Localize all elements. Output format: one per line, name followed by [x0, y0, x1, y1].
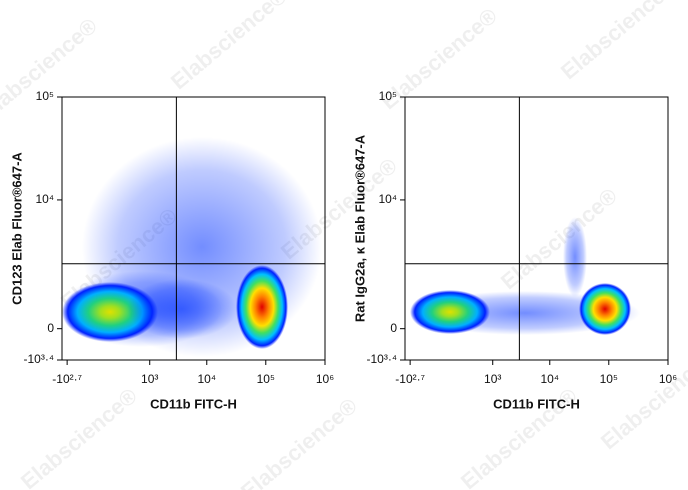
- plot-frame: [61, 96, 326, 361]
- y-tick-label: 10⁵: [379, 89, 397, 103]
- x-tick-label: 10³: [141, 372, 158, 386]
- x-tick-label: 10⁵: [600, 372, 618, 386]
- watermark: Elabscience®: [0, 13, 102, 124]
- x-axis-title: CD11b FITC-H: [493, 396, 580, 411]
- y-tick-label: -10³·⁴: [367, 352, 398, 366]
- density-cloud: [410, 217, 640, 335]
- watermark: Elabscience®: [556, 0, 682, 84]
- y-tick-label: 10⁵: [36, 89, 54, 103]
- watermark: Elabscience®: [236, 393, 362, 490]
- x-tick-label: 10⁶: [659, 372, 677, 386]
- x-tick-label: 10⁶: [316, 372, 334, 386]
- x-tick-label: 10³: [484, 372, 501, 386]
- x-tick-label: 10⁴: [198, 372, 217, 386]
- y-axis-title: Rat IgG2a, κ Elab Fluor®647-A: [352, 134, 367, 322]
- x-tick-label: -10²·⁷: [395, 372, 425, 386]
- density-blob: [579, 283, 631, 335]
- density-cloud: [62, 137, 322, 357]
- y-tick-label: 0: [390, 321, 397, 335]
- x-tick-label: 10⁴: [541, 372, 560, 386]
- y-tick-label: 10⁴: [35, 192, 54, 206]
- x-axis-title: CD11b FITC-H: [150, 396, 237, 411]
- x-tick-label: -10²·⁷: [52, 372, 82, 386]
- watermark: Elabscience®: [16, 383, 142, 490]
- y-tick-label: -10³·⁴: [24, 352, 55, 366]
- density-blob: [127, 279, 237, 339]
- watermark: Elabscience®: [166, 0, 292, 94]
- y-axis-title: CD123 Elab Fluor®647-A: [9, 152, 24, 305]
- x-tick-label: 10⁵: [257, 372, 275, 386]
- density-blob: [410, 290, 490, 334]
- y-tick-label: 10⁴: [378, 192, 397, 206]
- y-tick-label: 0: [47, 321, 54, 335]
- density-blob: [563, 217, 587, 297]
- density-blob: [236, 265, 288, 349]
- plot-frame: [404, 96, 669, 361]
- watermark: Elabscience®: [496, 183, 622, 294]
